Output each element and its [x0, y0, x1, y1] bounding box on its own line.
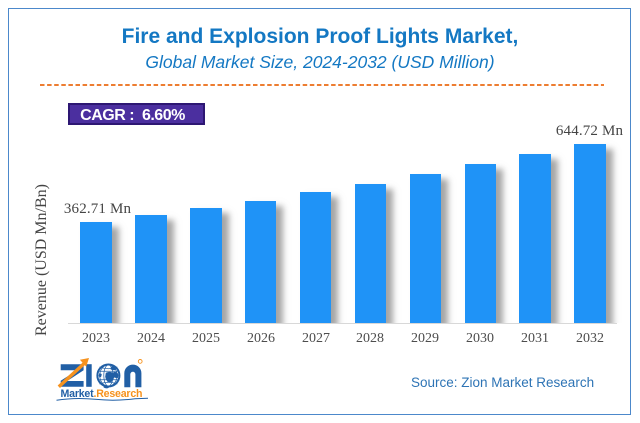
- svg-text:Market.Research: Market.Research: [61, 388, 143, 400]
